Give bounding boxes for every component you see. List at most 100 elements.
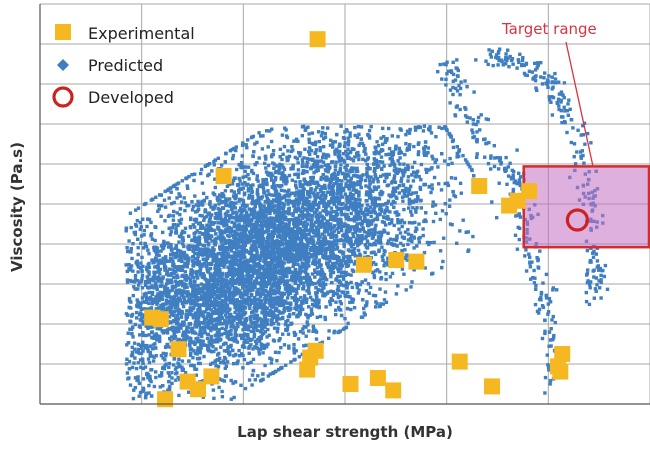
predicted-point [267, 174, 270, 177]
predicted-point [334, 301, 337, 304]
predicted-point [212, 248, 215, 251]
predicted-point [349, 273, 352, 276]
predicted-point [357, 158, 360, 161]
predicted-point [246, 138, 249, 141]
predicted-point [289, 360, 292, 363]
predicted-point [315, 255, 318, 258]
predicted-point [242, 186, 245, 189]
predicted-point [255, 178, 258, 181]
predicted-point [190, 173, 193, 176]
predicted-point [136, 302, 139, 305]
predicted-point [378, 270, 381, 273]
predicted-point [156, 288, 159, 291]
predicted-point [250, 383, 253, 386]
predicted-point [269, 286, 272, 289]
predicted-point [267, 164, 270, 167]
predicted-point [136, 219, 139, 222]
predicted-point [195, 352, 198, 355]
predicted-point [267, 145, 270, 148]
predicted-point [179, 298, 182, 301]
predicted-point [326, 240, 329, 243]
predicted-point [334, 161, 337, 164]
predicted-point [230, 249, 233, 252]
predicted-point [386, 232, 389, 235]
predicted-point [352, 235, 355, 238]
predicted-point [437, 182, 440, 185]
predicted-point [170, 191, 173, 194]
predicted-point [391, 272, 394, 275]
predicted-point [240, 337, 243, 340]
predicted-point [439, 249, 442, 252]
predicted-point [210, 213, 213, 216]
predicted-point [226, 360, 229, 363]
predicted-point [380, 155, 383, 158]
predicted-point [130, 247, 133, 250]
predicted-point [148, 361, 151, 364]
predicted-point [206, 337, 209, 340]
predicted-point [243, 338, 246, 341]
predicted-point [452, 146, 455, 149]
predicted-point [370, 228, 373, 231]
predicted-point [141, 362, 144, 365]
predicted-point [324, 169, 327, 172]
predicted-point [396, 135, 399, 138]
predicted-point [141, 341, 144, 344]
predicted-point [225, 325, 228, 328]
predicted-point [132, 397, 135, 400]
predicted-point [202, 355, 205, 358]
predicted-point [290, 150, 293, 153]
predicted-point [367, 282, 370, 285]
predicted-point [322, 286, 325, 289]
predicted-point [429, 191, 432, 194]
predicted-point [354, 201, 357, 204]
predicted-point [343, 145, 346, 148]
predicted-point [429, 241, 432, 244]
predicted-point [439, 218, 442, 221]
predicted-point [210, 239, 213, 242]
predicted-point [146, 249, 149, 252]
predicted-point [350, 245, 353, 248]
predicted-point [177, 358, 180, 361]
predicted-point [399, 231, 402, 234]
predicted-point [380, 246, 383, 249]
predicted-point [216, 207, 219, 210]
predicted-point [258, 352, 261, 355]
predicted-point [251, 373, 254, 376]
predicted-point [181, 359, 184, 362]
predicted-point [168, 374, 171, 377]
predicted-point [170, 371, 173, 374]
predicted-point [304, 165, 307, 168]
predicted-point [184, 227, 187, 230]
predicted-point [349, 308, 352, 311]
predicted-point [320, 290, 323, 293]
predicted-point [241, 144, 244, 147]
predicted-point [369, 286, 372, 289]
predicted-point [410, 234, 413, 237]
predicted-point [329, 290, 332, 293]
predicted-point [290, 145, 293, 148]
predicted-point [193, 194, 196, 197]
predicted-point [172, 214, 175, 217]
predicted-point [335, 198, 338, 201]
predicted-point [431, 187, 434, 190]
predicted-point [392, 206, 395, 209]
predicted-point [271, 174, 274, 177]
predicted-point [201, 203, 204, 206]
predicted-point [396, 159, 399, 162]
predicted-point [243, 358, 246, 361]
predicted-point [209, 249, 212, 252]
predicted-point [395, 210, 398, 213]
predicted-point [140, 234, 143, 237]
predicted-point [130, 226, 133, 229]
predicted-point [145, 225, 148, 228]
predicted-point [370, 215, 373, 218]
predicted-point [234, 201, 237, 204]
predicted-point [148, 281, 151, 284]
predicted-point [279, 148, 282, 151]
predicted-point [327, 266, 330, 269]
predicted-point [276, 330, 279, 333]
predicted-point [285, 134, 288, 137]
predicted-point [384, 223, 387, 226]
predicted-point [272, 149, 275, 152]
